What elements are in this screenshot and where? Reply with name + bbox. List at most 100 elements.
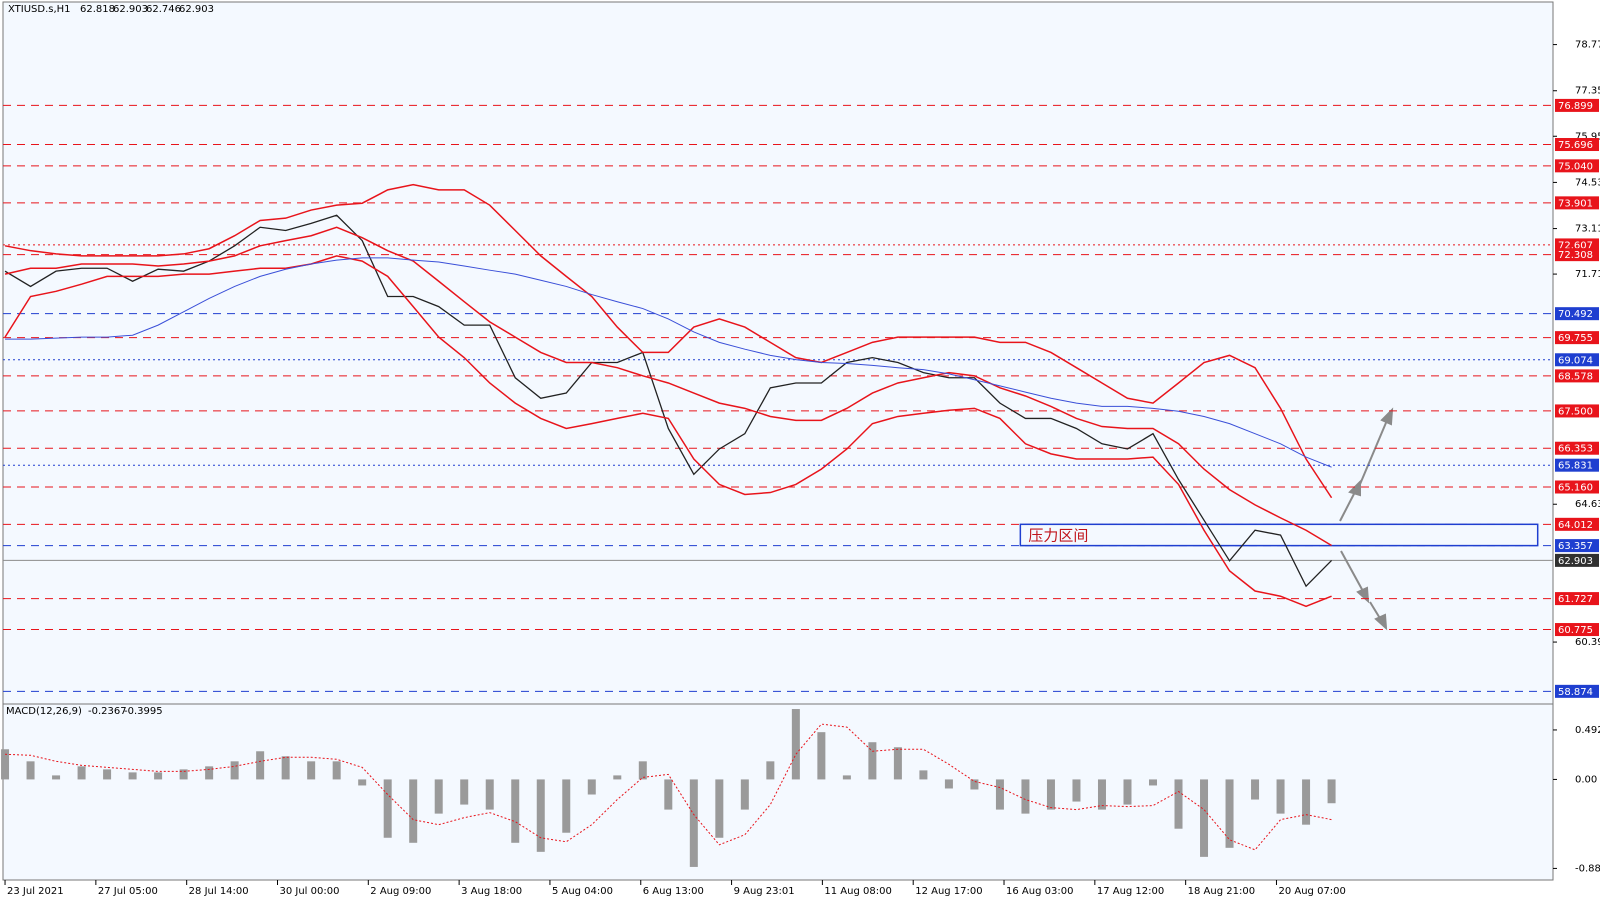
macd-bar bbox=[332, 761, 341, 780]
macd-bar bbox=[281, 756, 290, 780]
level-label-bg bbox=[1555, 539, 1599, 553]
y-tick-label: 0.492 bbox=[1575, 725, 1600, 736]
price-panel bbox=[2, 1, 1554, 711]
ohlc-high: 62.903 bbox=[113, 4, 148, 15]
macd-bar bbox=[128, 772, 137, 780]
macd-bar bbox=[1225, 779, 1234, 848]
macd-bar bbox=[1072, 779, 1081, 802]
macd-bar bbox=[766, 761, 775, 780]
y-tick-label: 60.390 bbox=[1575, 637, 1600, 648]
symbol: XTIUSD.s,H1 bbox=[8, 4, 71, 15]
x-tick-label: 28 Jul 14:00 bbox=[189, 886, 249, 897]
macd-bar bbox=[1276, 779, 1285, 814]
y-tick-label: 78.770 bbox=[1575, 40, 1600, 51]
x-tick-label: 30 Jul 00:00 bbox=[279, 886, 339, 897]
macd-bar bbox=[587, 779, 596, 795]
signal-line bbox=[5, 723, 1332, 851]
arrow-head bbox=[1374, 613, 1388, 631]
arrow bbox=[1357, 417, 1389, 490]
macd-bar bbox=[1327, 779, 1336, 804]
price-series bbox=[4, 255, 1332, 608]
x-tick-label: 5 Aug 04:00 bbox=[552, 886, 613, 897]
macd-bar bbox=[715, 779, 724, 838]
macd-bar bbox=[1021, 779, 1030, 814]
level-label-bg bbox=[1555, 196, 1599, 210]
y-tick-label: 0.00 bbox=[1575, 774, 1597, 785]
level-label-bg bbox=[1555, 592, 1599, 606]
level-label: 58.874 bbox=[1558, 687, 1593, 698]
y-tick-label: -0.8848 bbox=[1575, 863, 1600, 874]
level-label: 72.308 bbox=[1558, 250, 1593, 261]
arrow bbox=[1340, 550, 1365, 594]
macd-bar bbox=[944, 779, 953, 789]
macd-bar bbox=[485, 779, 494, 810]
macd-bar bbox=[460, 779, 469, 805]
macd-bar bbox=[1174, 779, 1183, 829]
level-label-bg bbox=[1555, 307, 1599, 321]
macd-bar bbox=[817, 732, 826, 780]
level-label: 62.903 bbox=[1558, 556, 1593, 567]
ohlc-close: 62.903 bbox=[179, 4, 214, 15]
level-label-bg bbox=[1555, 684, 1599, 698]
arrow bbox=[1339, 489, 1357, 522]
x-tick-label: 6 Aug 13:00 bbox=[643, 886, 704, 897]
macd-main: -0.2367 bbox=[88, 706, 127, 717]
macd-bar bbox=[919, 770, 928, 780]
level-label: 72.607 bbox=[1558, 240, 1593, 251]
level-label: 65.831 bbox=[1558, 461, 1593, 472]
macd-bar bbox=[995, 779, 1004, 810]
y-tick-label: 71.710 bbox=[1575, 269, 1600, 280]
macd-bar bbox=[613, 775, 622, 780]
macd-bar bbox=[740, 779, 749, 810]
level-label-bg bbox=[1555, 353, 1599, 367]
level-label-bg bbox=[1555, 480, 1599, 494]
x-tick-label: 23 Jul 2021 bbox=[7, 886, 64, 897]
level-label: 73.901 bbox=[1558, 198, 1593, 209]
macd-panel bbox=[2, 703, 1554, 881]
macd-bar bbox=[409, 779, 418, 843]
macd-bar bbox=[791, 709, 800, 780]
level-label-bg bbox=[1555, 98, 1599, 112]
level-label: 63.357 bbox=[1558, 541, 1593, 552]
level-label: 75.040 bbox=[1558, 161, 1593, 172]
ohlc-open: 62.818 bbox=[80, 4, 115, 15]
level-label-bg bbox=[1555, 159, 1599, 173]
ohlc-low: 62.746 bbox=[146, 4, 181, 15]
macd-bar bbox=[358, 779, 367, 786]
macd-bar bbox=[562, 779, 571, 833]
level-label: 64.012 bbox=[1558, 520, 1593, 531]
level-label-bg bbox=[1555, 623, 1599, 637]
macd-bar bbox=[434, 779, 443, 814]
level-label: 70.492 bbox=[1558, 309, 1593, 320]
price-series bbox=[5, 257, 1332, 468]
macd-bar bbox=[103, 769, 112, 780]
macd-bar bbox=[893, 747, 902, 780]
price-series bbox=[4, 183, 1333, 499]
x-tick-label: 18 Aug 21:00 bbox=[1188, 886, 1255, 897]
macd-bar bbox=[230, 761, 239, 780]
macd-bar bbox=[1149, 779, 1157, 786]
price-series bbox=[4, 226, 1332, 547]
macd-bar bbox=[868, 742, 877, 780]
level-label-bg bbox=[1555, 138, 1599, 152]
level-label: 69.074 bbox=[1558, 355, 1593, 366]
level-label-bg bbox=[1555, 404, 1599, 418]
forecast-arrows bbox=[1339, 407, 1394, 631]
x-tick-label: 12 Aug 17:00 bbox=[915, 886, 982, 897]
macd-bar bbox=[307, 761, 316, 780]
x-tick-label: 17 Aug 12:00 bbox=[1097, 886, 1164, 897]
level-label: 66.353 bbox=[1558, 444, 1593, 455]
macd-bar bbox=[383, 779, 392, 838]
macd-bar bbox=[511, 779, 520, 843]
level-label: 61.727 bbox=[1558, 594, 1593, 605]
level-label-bg bbox=[1555, 517, 1599, 531]
level-label: 69.755 bbox=[1558, 333, 1593, 344]
x-tick-label: 16 Aug 03:00 bbox=[1006, 886, 1073, 897]
macd-bar bbox=[842, 775, 851, 780]
level-label: 67.500 bbox=[1558, 406, 1593, 417]
y-tick-label: 75.950 bbox=[1575, 131, 1600, 142]
macd-bar bbox=[970, 779, 979, 790]
arrow-head bbox=[1356, 586, 1370, 604]
level-label: 75.696 bbox=[1558, 140, 1593, 151]
